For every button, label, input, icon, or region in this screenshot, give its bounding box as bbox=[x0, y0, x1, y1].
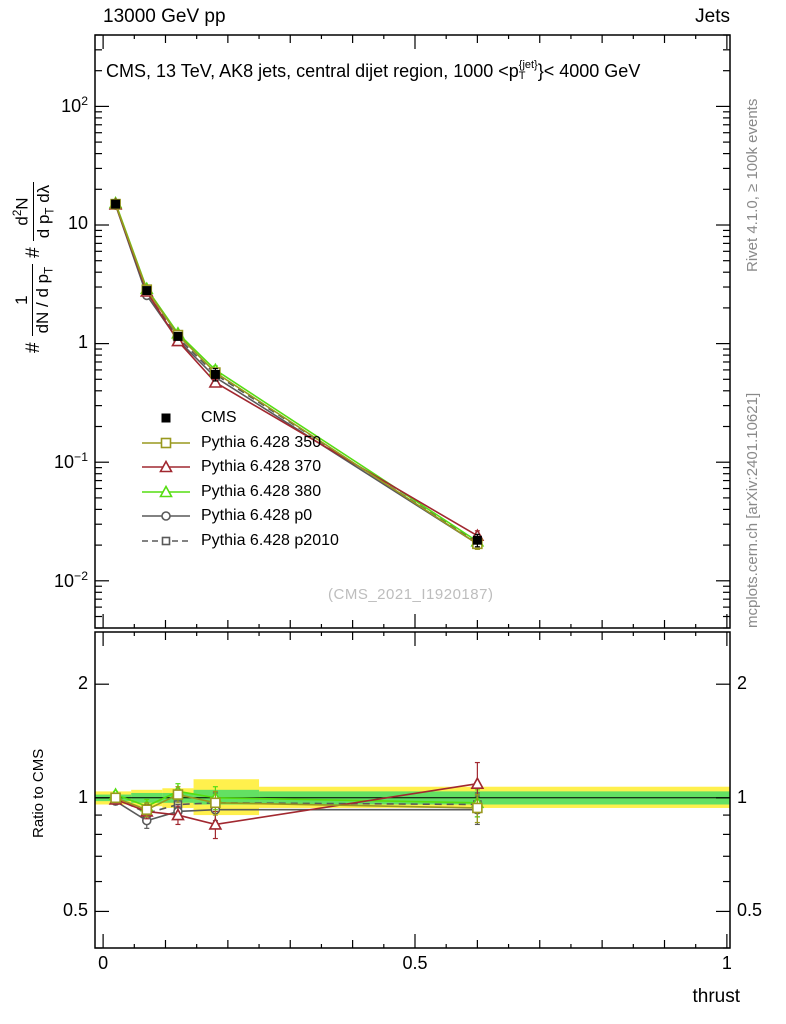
y-axis-label-ratio: Ratio to CMS bbox=[30, 748, 47, 838]
legend-marker-triangle-icon bbox=[142, 460, 190, 473]
pt-jet-script: {jet} T bbox=[518, 59, 538, 82]
legend-label: Pythia 6.428 350 bbox=[201, 433, 322, 451]
legend-marker-square-filled-icon bbox=[161, 413, 171, 423]
x-axis-label: thrust bbox=[692, 986, 740, 1007]
y-tick-label-ratio-left: 0.5 bbox=[62, 900, 88, 921]
rivet-version-note: Rivet 4.1.0, ≥ 100k events bbox=[744, 98, 761, 272]
y-tick-label-ratio-right: 2 bbox=[737, 673, 748, 694]
legend-marker-circle-icon bbox=[142, 511, 190, 522]
fraction-1: 1 dN / d pT bbox=[12, 263, 56, 337]
y-tick-label-main: 10 bbox=[67, 213, 88, 233]
plot-title-text: CMS, 13 TeV, AK8 jets, central dijet reg… bbox=[106, 61, 519, 81]
hash-symbol: # bbox=[23, 342, 45, 353]
y-tick-label-main: 10−2 bbox=[54, 568, 88, 591]
fraction-2: d2N d pT dλ bbox=[12, 181, 56, 242]
legend: CMS Pythia 6.428 350 Pythia 6.428 370 Pythi… bbox=[140, 406, 339, 553]
y-tick-label-main: 10−1 bbox=[54, 450, 88, 473]
mcplots-arxiv-note: mcplots.cern.ch [arXiv:2401.10621] bbox=[744, 392, 761, 628]
legend-marker-square-small-icon bbox=[142, 536, 190, 546]
plot-title: CMS, 13 TeV, AK8 jets, central dijet reg… bbox=[106, 59, 641, 82]
x-tick-label: 0 bbox=[98, 953, 109, 973]
legend-item: Pythia 6.428 350 bbox=[140, 431, 339, 456]
legend-label: CMS bbox=[201, 409, 237, 427]
y-tick-label-ratio-left: 1 bbox=[77, 786, 88, 807]
y-tick-label-ratio-right: 0.5 bbox=[737, 900, 763, 921]
legend-label: Pythia 6.428 p0 bbox=[201, 507, 313, 525]
legend-item: Pythia 6.428 p2010 bbox=[140, 529, 339, 554]
legend-item: CMS bbox=[140, 406, 339, 431]
hash-symbol: # bbox=[23, 247, 45, 258]
legend-label: Pythia 6.428 p2010 bbox=[201, 531, 339, 549]
legend-item: Pythia 6.428 p0 bbox=[140, 504, 339, 529]
legend-marker-square-icon bbox=[142, 437, 190, 449]
y-tick-label-ratio-left: 2 bbox=[77, 673, 88, 694]
legend-label: Pythia 6.428 380 bbox=[201, 482, 322, 500]
x-tick-label: 1 bbox=[721, 953, 732, 973]
y-tick-label-ratio-right: 1 bbox=[737, 786, 748, 807]
header-beam-energy: 13000 GeV pp bbox=[103, 6, 226, 27]
analysis-id-watermark: (CMS_2021_I1920187) bbox=[328, 586, 494, 603]
header-analysis-group: Jets bbox=[695, 6, 730, 27]
legend-marker-triangle-icon bbox=[142, 484, 190, 498]
legend-item: Pythia 6.428 380 bbox=[140, 480, 339, 505]
y-axis-label-main: #1 dN / d pT # d2N d pT dλ bbox=[12, 179, 56, 356]
y-tick-label-main: 1 bbox=[77, 331, 88, 352]
legend-item: Pythia 6.428 370 bbox=[140, 455, 339, 480]
x-tick-label: 0.5 bbox=[402, 953, 428, 973]
y-tick-label-main: 102 bbox=[61, 94, 88, 117]
legend-label: Pythia 6.428 370 bbox=[201, 458, 322, 476]
